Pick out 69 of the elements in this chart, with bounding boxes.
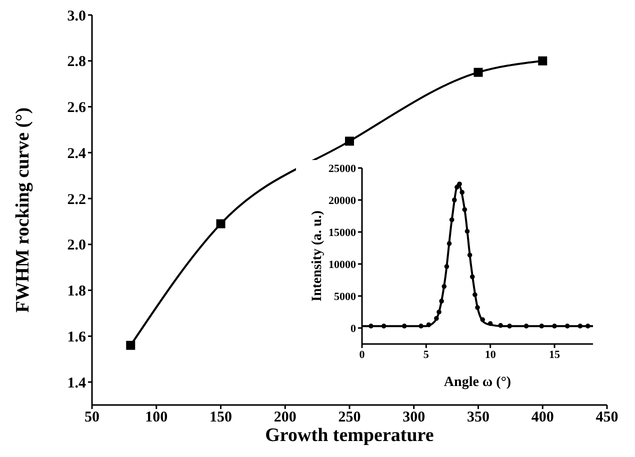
point xyxy=(442,284,447,289)
y-tick-label: 2.2 xyxy=(67,192,86,208)
x-tick-label: 250 xyxy=(338,410,361,426)
x-tick-label: 150 xyxy=(210,410,232,426)
x-axis-title: Angle ω (°) xyxy=(444,375,512,390)
y-axis-title: Intensity (a. u.) xyxy=(310,210,325,302)
x-tick-label: 15 xyxy=(549,348,560,361)
point xyxy=(474,68,483,77)
x-tick-label: 0 xyxy=(359,348,366,361)
point xyxy=(472,292,478,298)
x-axis-title: Growth temperature xyxy=(265,425,434,446)
point xyxy=(524,324,529,328)
point xyxy=(460,190,464,195)
point xyxy=(454,184,460,190)
x-tick-label: 450 xyxy=(596,410,618,426)
point xyxy=(585,324,590,328)
point xyxy=(418,324,424,328)
point xyxy=(449,217,454,222)
point xyxy=(480,317,486,322)
y-tick-label: 5000 xyxy=(334,290,356,303)
y-tick-label: 2.6 xyxy=(67,100,86,116)
point xyxy=(439,298,444,304)
point xyxy=(464,228,470,234)
y-tick-label: 1.6 xyxy=(67,330,86,346)
x-tick-label: 5 xyxy=(423,348,430,361)
point xyxy=(552,324,557,328)
point xyxy=(444,264,450,269)
point xyxy=(426,322,432,328)
x-tick-label: 100 xyxy=(145,410,168,426)
point xyxy=(467,252,472,258)
y-tick-label: 15000 xyxy=(328,226,356,239)
y-tick-label: 3.0 xyxy=(67,8,86,24)
y-tick-label: 2.4 xyxy=(67,146,86,162)
point xyxy=(446,241,452,246)
x-tick-label: 50 xyxy=(84,410,100,426)
point xyxy=(457,182,462,186)
x-tick-label: 400 xyxy=(531,410,554,426)
point xyxy=(498,323,503,328)
x-tick-label: 10 xyxy=(484,348,496,361)
y-tick-label: 1.4 xyxy=(67,375,86,392)
point xyxy=(507,324,512,328)
x-tick-label: 300 xyxy=(402,410,426,426)
point xyxy=(452,198,457,202)
point xyxy=(216,219,226,228)
y-tick-label: 2.0 xyxy=(67,238,86,254)
x-tick-label: 200 xyxy=(274,410,296,426)
y-tick-label: 20000 xyxy=(328,194,356,207)
point xyxy=(345,136,354,146)
point xyxy=(475,305,480,310)
point xyxy=(381,324,386,328)
point xyxy=(434,316,439,321)
point xyxy=(368,324,374,328)
point xyxy=(436,310,442,314)
point xyxy=(539,324,544,328)
y-axis-title: FWHM rocking curve (°) xyxy=(12,107,34,313)
point xyxy=(462,207,468,212)
y-tick-label: 25000 xyxy=(328,162,356,175)
y-tick-label: 0 xyxy=(350,322,356,335)
point xyxy=(578,324,583,328)
point xyxy=(402,324,407,328)
point xyxy=(470,274,475,280)
x-tick-label: 350 xyxy=(467,410,490,426)
point xyxy=(538,56,548,66)
y-tick-label: 10000 xyxy=(328,258,356,271)
y-tick-label: 2.8 xyxy=(67,54,86,70)
point xyxy=(564,324,570,328)
point xyxy=(126,340,136,350)
point xyxy=(488,321,493,326)
y-tick-label: 1.8 xyxy=(67,284,86,300)
